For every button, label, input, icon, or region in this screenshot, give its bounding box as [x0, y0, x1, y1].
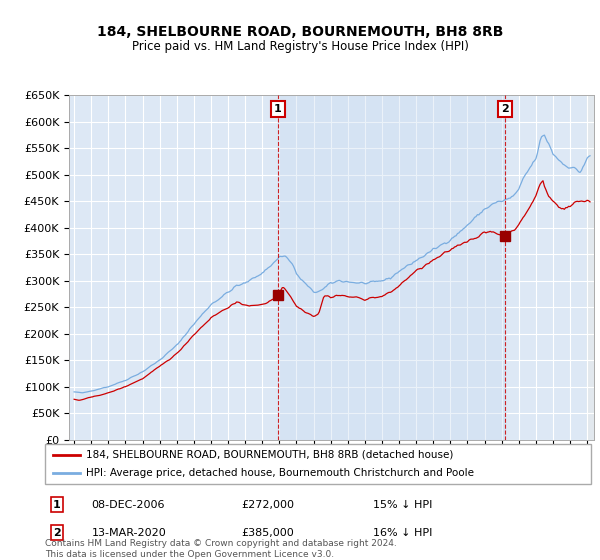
Text: £272,000: £272,000	[242, 500, 295, 510]
Text: 13-MAR-2020: 13-MAR-2020	[91, 528, 166, 538]
Text: 184, SHELBOURNE ROAD, BOURNEMOUTH, BH8 8RB: 184, SHELBOURNE ROAD, BOURNEMOUTH, BH8 8…	[97, 25, 503, 39]
Text: 1: 1	[53, 500, 61, 510]
Text: 08-DEC-2006: 08-DEC-2006	[91, 500, 165, 510]
Text: 15% ↓ HPI: 15% ↓ HPI	[373, 500, 432, 510]
Text: Contains HM Land Registry data © Crown copyright and database right 2024.
This d: Contains HM Land Registry data © Crown c…	[45, 539, 397, 559]
Text: 2: 2	[501, 104, 509, 114]
FancyBboxPatch shape	[45, 444, 591, 484]
Text: 16% ↓ HPI: 16% ↓ HPI	[373, 528, 432, 538]
Text: 1: 1	[274, 104, 282, 114]
Text: 184, SHELBOURNE ROAD, BOURNEMOUTH, BH8 8RB (detached house): 184, SHELBOURNE ROAD, BOURNEMOUTH, BH8 8…	[86, 450, 454, 460]
Text: £385,000: £385,000	[242, 528, 295, 538]
Bar	[278, 95, 505, 440]
Text: Price paid vs. HM Land Registry's House Price Index (HPI): Price paid vs. HM Land Registry's House …	[131, 40, 469, 53]
Text: 2: 2	[53, 528, 61, 538]
Text: HPI: Average price, detached house, Bournemouth Christchurch and Poole: HPI: Average price, detached house, Bour…	[86, 468, 474, 478]
